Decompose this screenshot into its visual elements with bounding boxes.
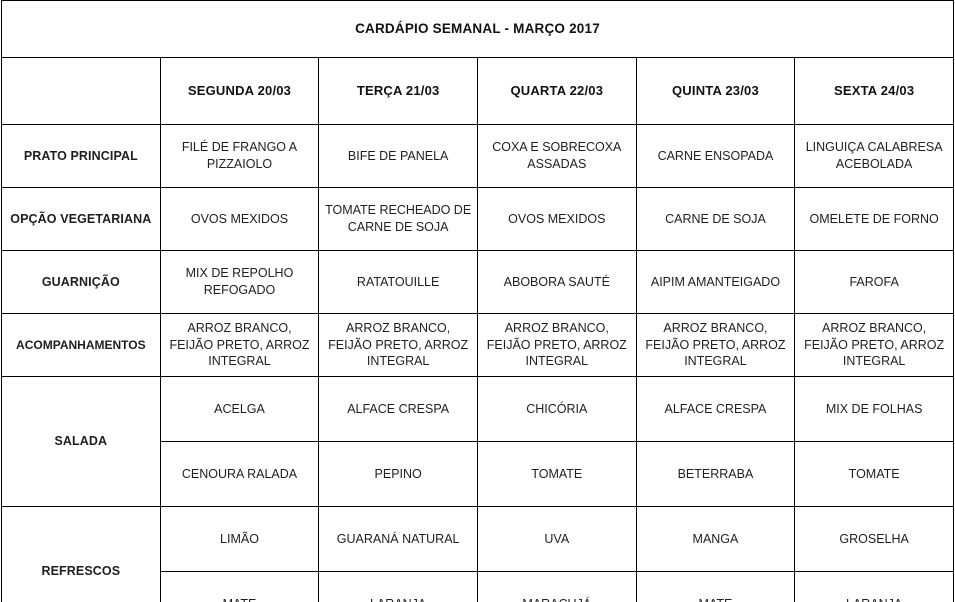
row-label-prato-principal: PRATO PRINCIPAL bbox=[1, 124, 161, 188]
column-header-quinta: QUINTA 23/03 bbox=[635, 57, 796, 125]
cell-vegetariana-quinta: CARNE DE SOJA bbox=[635, 187, 796, 251]
cell-refrescos2-terca: LARANJA bbox=[318, 571, 478, 602]
cell-salada2-segunda: CENOURA RALADA bbox=[159, 441, 320, 507]
column-header-quarta: QUARTA 22/03 bbox=[476, 57, 637, 125]
cell-salada1-sexta: MIX DE FOLHAS bbox=[794, 376, 954, 442]
cell-prato-principal-quinta: CARNE ENSOPADA bbox=[635, 124, 796, 188]
row-label-acompanhamentos: ACOMPANHAMENTOS bbox=[1, 313, 161, 377]
cell-salada2-quinta: BETERRABA bbox=[635, 441, 796, 507]
cell-vegetariana-terca: TOMATE RECHEADO DE CARNE DE SOJA bbox=[318, 187, 478, 251]
cell-vegetariana-sexta: OMELETE DE FORNO bbox=[794, 187, 954, 251]
table-row-refrescos-2: MATE LARANJA MARACUJÁ MATE LARANJA bbox=[2, 571, 954, 602]
cell-guarnicao-terca: RATATOUILLE bbox=[318, 250, 478, 314]
cell-guarnicao-segunda: MIX DE REPOLHO REFOGADO bbox=[159, 250, 320, 314]
column-header-sexta: SEXTA 24/03 bbox=[794, 57, 954, 125]
row-label-refrescos: REFRESCOS bbox=[1, 506, 161, 602]
title-row: CARDÁPIO SEMANAL - MARÇO 2017 bbox=[1, 0, 954, 58]
row-label-salada: SALADA bbox=[1, 376, 161, 507]
cell-vegetariana-quarta: OVOS MEXIDOS bbox=[476, 187, 637, 251]
cell-refrescos1-sexta: GROSELHA bbox=[794, 506, 954, 572]
cell-refrescos1-quinta: MANGA bbox=[635, 506, 796, 572]
cell-acompanhamentos-sexta: ARROZ BRANCO, FEIJÃO PRETO, ARROZ INTEGR… bbox=[794, 313, 954, 377]
table-row-guarnicao: GUARNIÇÃO MIX DE REPOLHO REFOGADO RATATO… bbox=[1, 250, 954, 314]
cell-guarnicao-quinta: AIPIM AMANTEIGADO bbox=[635, 250, 796, 314]
cell-refrescos2-quinta: MATE bbox=[635, 571, 796, 602]
cell-vegetariana-segunda: OVOS MEXIDOS bbox=[159, 187, 320, 251]
cell-refrescos1-segunda: LIMÃO bbox=[159, 506, 320, 572]
day-header-row: SEGUNDA 20/03 TERÇA 21/03 QUARTA 22/03 Q… bbox=[1, 57, 954, 125]
cell-acompanhamentos-quarta: ARROZ BRANCO, FEIJÃO PRETO, ARROZ INTEGR… bbox=[476, 313, 637, 377]
cell-refrescos2-quarta: MARACUJÁ bbox=[476, 571, 637, 602]
cell-salada1-quarta: CHICÓRIA bbox=[476, 376, 637, 442]
cell-salada2-terca: PEPINO bbox=[318, 441, 478, 507]
column-header-segunda: SEGUNDA 20/03 bbox=[159, 57, 320, 125]
cell-prato-principal-segunda: FILÉ DE FRANGO A PIZZAIOLO bbox=[159, 124, 320, 188]
table-row-acompanhamentos: ACOMPANHAMENTOS ARROZ BRANCO, FEIJÃO PRE… bbox=[1, 313, 954, 377]
cell-salada2-quarta: TOMATE bbox=[476, 441, 637, 507]
cell-acompanhamentos-quinta: ARROZ BRANCO, FEIJÃO PRETO, ARROZ INTEGR… bbox=[635, 313, 796, 377]
cell-acompanhamentos-segunda: ARROZ BRANCO, FEIJÃO PRETO, ARROZ INTEGR… bbox=[159, 313, 320, 377]
cell-acompanhamentos-terca: ARROZ BRANCO, FEIJÃO PRETO, ARROZ INTEGR… bbox=[318, 313, 478, 377]
row-label-guarnicao: GUARNIÇÃO bbox=[1, 250, 161, 314]
table-row-prato-principal: PRATO PRINCIPAL FILÉ DE FRANGO A PIZZAIO… bbox=[1, 124, 954, 188]
cell-refrescos1-terca: GUARANÁ NATURAL bbox=[318, 506, 478, 572]
column-header-terca: TERÇA 21/03 bbox=[318, 57, 478, 125]
cell-refrescos1-quarta: UVA bbox=[476, 506, 637, 572]
row-label-opcao-vegetariana: OPÇÃO VEGETARIANA bbox=[1, 187, 161, 251]
cell-prato-principal-sexta: LINGUIÇA CALABRESA ACEBOLADA bbox=[794, 124, 954, 188]
cell-refrescos2-segunda: MATE bbox=[159, 571, 320, 602]
cell-salada1-terca: ALFACE CRESPA bbox=[318, 376, 478, 442]
cell-prato-principal-quarta: COXA E SOBRECOXA ASSADAS bbox=[476, 124, 637, 188]
table-row-salada-2: CENOURA RALADA PEPINO TOMATE BETERRABA T… bbox=[2, 441, 954, 507]
cell-guarnicao-sexta: FAROFA bbox=[794, 250, 954, 314]
table-row-salada-1: SALADA ACELGA ALFACE CRESPA CHICÓRIA ALF… bbox=[1, 376, 954, 507]
cell-salada1-segunda: ACELGA bbox=[159, 376, 320, 442]
table-corner-cell bbox=[1, 57, 161, 125]
cell-guarnicao-quarta: ABOBORA SAUTÉ bbox=[476, 250, 637, 314]
cell-salada2-sexta: TOMATE bbox=[794, 441, 954, 507]
table-row-refrescos-1: REFRESCOS LIMÃO GUARANÁ NATURAL UVA MANG… bbox=[1, 506, 954, 602]
table-row-opcao-vegetariana: OPÇÃO VEGETARIANA OVOS MEXIDOS TOMATE RE… bbox=[1, 187, 954, 251]
cell-refrescos2-sexta: LARANJA bbox=[794, 571, 954, 602]
page-title: CARDÁPIO SEMANAL - MARÇO 2017 bbox=[1, 0, 954, 58]
cell-salada1-quinta: ALFACE CRESPA bbox=[635, 376, 796, 442]
cell-prato-principal-terca: BIFE DE PANELA bbox=[318, 124, 478, 188]
